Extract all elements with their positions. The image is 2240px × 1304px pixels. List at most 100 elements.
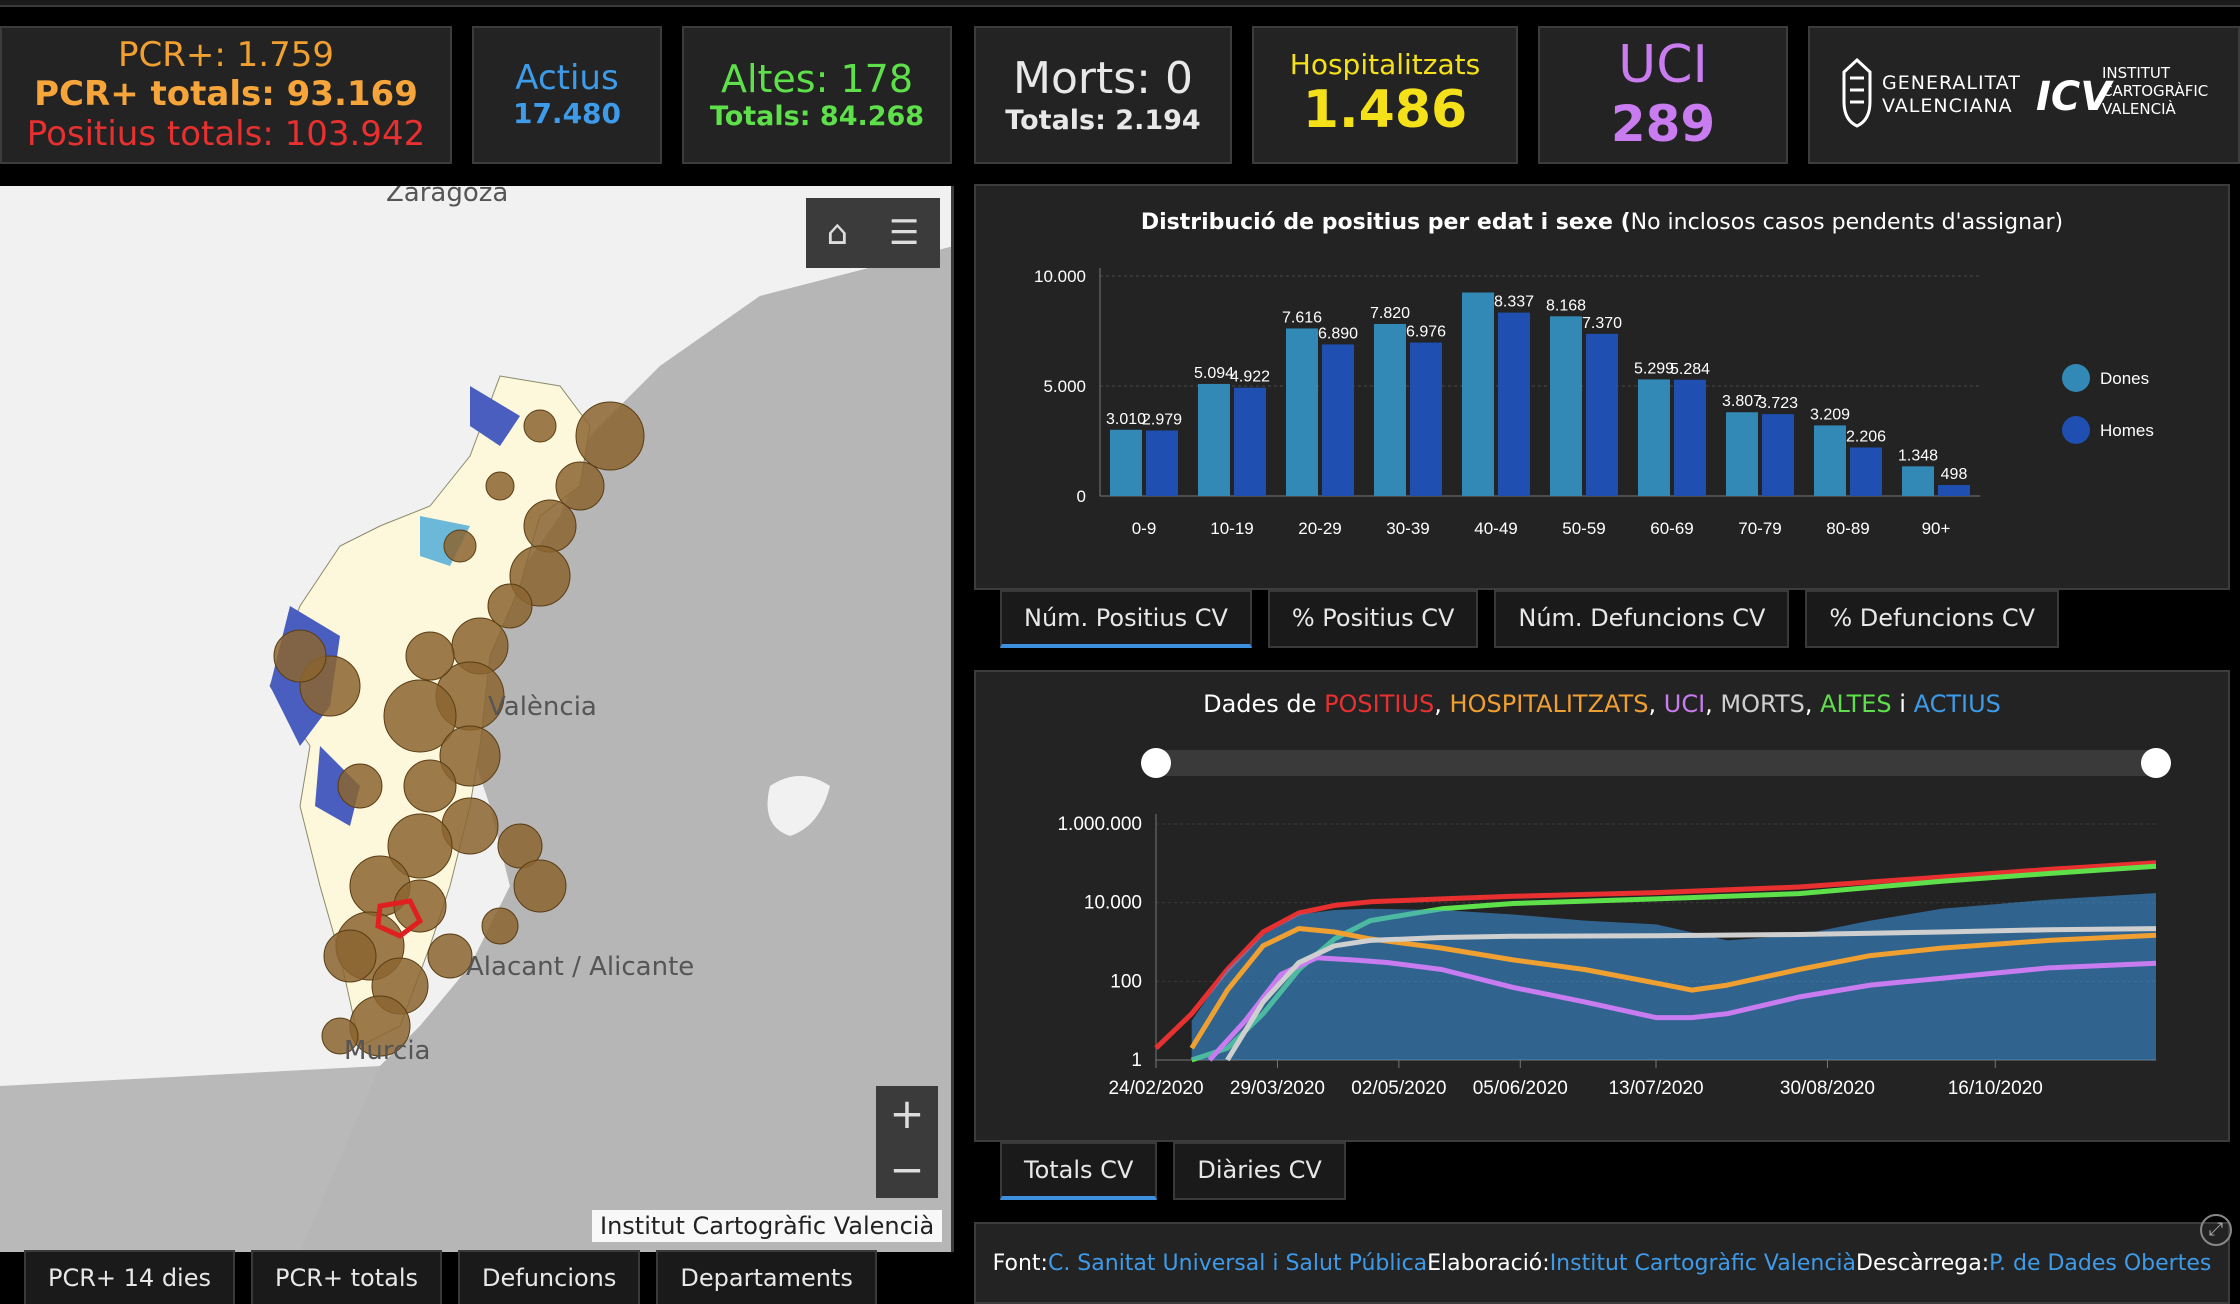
age-xtick: 70-79 xyxy=(1738,519,1781,538)
tab-totals-cv[interactable]: Totals CV xyxy=(1000,1142,1158,1200)
age-chart-card: Distribució de positius per edat i sexe … xyxy=(974,184,2230,590)
age-data-label: 2.979 xyxy=(1142,411,1182,428)
time-ytick: 10.000 xyxy=(1084,893,1142,914)
morts-totals: Totals: 2.194 xyxy=(1005,104,1201,136)
age-data-label: 7.616 xyxy=(1282,309,1322,326)
elaboration-link[interactable]: Institut Cartogràfic Valencià xyxy=(1549,1250,1857,1276)
top-border xyxy=(0,0,2240,7)
time-slider-handle-left xyxy=(1141,748,1171,778)
series-line-uci xyxy=(1207,955,2157,1062)
age-data-label: 3.807 xyxy=(1722,393,1762,410)
tab-pcr-14-dies[interactable]: PCR+ 14 dies xyxy=(24,1250,235,1304)
time-xtick: 02/05/2020 xyxy=(1351,1078,1446,1099)
uci-card: UCI 289 xyxy=(1538,26,1788,164)
age-xtick: 10-19 xyxy=(1210,519,1253,538)
morts-label: Morts: 0 xyxy=(1013,53,1193,105)
age-data-label: 3.209 xyxy=(1810,406,1850,423)
tab-num-positius[interactable]: Núm. Positius CV xyxy=(1000,590,1252,648)
age-data-label: 7.370 xyxy=(1582,315,1622,332)
map-label-alacant: Alacant / Alicante xyxy=(466,952,695,982)
time-xtick: 24/02/2020 xyxy=(1108,1078,1203,1099)
time-slider-handle-right xyxy=(2141,748,2171,778)
time-xtick: 30/08/2020 xyxy=(1780,1078,1875,1099)
age-bar-homes xyxy=(1322,344,1354,496)
icv-logo-mark: ICV xyxy=(2036,74,2112,120)
age-bar-homes xyxy=(1410,342,1442,496)
age-data-label: 6.890 xyxy=(1318,325,1358,342)
tab-num-defuncions[interactable]: Núm. Defuncions CV xyxy=(1494,590,1790,648)
age-ytick: 0 xyxy=(1077,487,1086,506)
age-xtick: 40-49 xyxy=(1474,519,1517,538)
map-label-valencia: València xyxy=(488,692,597,722)
age-data-label: 5.094 xyxy=(1194,365,1234,382)
map-view[interactable]: Zaragoza València Alacant / Alicante Mur… xyxy=(0,186,954,1252)
altes-label: Altes: 178 xyxy=(720,56,914,101)
tab-pct-defuncions[interactable]: % Defuncions CV xyxy=(1805,590,2059,648)
age-bar-homes xyxy=(1850,447,1882,496)
time-ytick: 1 xyxy=(1131,1050,1142,1071)
hosp-label: Hospitalitzats xyxy=(1289,48,1481,81)
age-bar-homes xyxy=(1674,379,1706,496)
time-xtick: 16/10/2020 xyxy=(1948,1078,2043,1099)
series-line-morts xyxy=(1225,926,2157,1062)
age-data-label: 6.976 xyxy=(1406,324,1446,341)
expand-icon[interactable]: ⤢ xyxy=(2200,1214,2232,1246)
gv-emblem-icon xyxy=(1842,58,1872,128)
tab-diaries-cv[interactable]: Diàries CV xyxy=(1173,1142,1346,1200)
zoom-out-button[interactable]: − xyxy=(889,1145,925,1194)
age-legend-marker xyxy=(2062,364,2090,392)
age-xtick: 20-29 xyxy=(1298,519,1341,538)
age-bar-homes xyxy=(1938,485,1970,496)
altes-card: Altes: 178 Totals: 84.268 xyxy=(682,26,952,164)
age-data-label: 5.284 xyxy=(1670,361,1710,378)
age-bar-homes xyxy=(1234,387,1266,496)
uci-label: UCI xyxy=(1618,35,1708,96)
map-canvas[interactable] xyxy=(0,186,954,1252)
icv-logo-text: INSTITUT CARTOGRÀFIC VALENCIÀ xyxy=(2102,64,2209,118)
age-chart-title: Distribució de positius per edat i sexe … xyxy=(1140,210,2064,235)
age-bar-dones xyxy=(1462,292,1494,496)
time-ytick: 100 xyxy=(1110,971,1142,992)
age-chart-tabs: Núm. Positius CV % Positius CV Núm. Defu… xyxy=(1000,590,2059,648)
tab-departaments[interactable]: Departaments xyxy=(656,1250,877,1304)
series-line-positius xyxy=(1154,860,2157,1050)
age-data-label: 7.820 xyxy=(1370,305,1410,322)
age-legend-label: Homes xyxy=(2100,421,2154,440)
tab-pct-positius[interactable]: % Positius CV xyxy=(1267,590,1479,648)
pcr-card: PCR+: 1.759 PCR+ totals: 93.169 Positius… xyxy=(0,26,452,164)
age-bar-homes xyxy=(1498,312,1530,496)
download-link[interactable]: P. de Dades Obertes xyxy=(1989,1250,2212,1276)
list-icon[interactable]: ☰ xyxy=(889,213,920,253)
time-xtick: 13/07/2020 xyxy=(1608,1078,1703,1099)
age-data-label: 8.337 xyxy=(1494,294,1534,311)
pcr-total: PCR+ totals: 93.169 xyxy=(34,74,418,115)
series-area-actius xyxy=(1191,893,2156,1060)
age-bar-dones xyxy=(1374,323,1406,496)
age-bar-dones xyxy=(1110,429,1142,496)
age-xtick: 60-69 xyxy=(1650,519,1693,538)
age-data-label: 3.723 xyxy=(1758,395,1798,412)
zoom-control: + − xyxy=(876,1086,938,1198)
home-icon[interactable]: ⌂ xyxy=(826,213,849,253)
time-range-slider xyxy=(1156,750,2156,776)
age-data-label: 3.010 xyxy=(1106,411,1146,428)
age-data-label: 1.348 xyxy=(1898,447,1938,464)
uci-value: 289 xyxy=(1610,95,1716,154)
zoom-in-button[interactable]: + xyxy=(889,1089,925,1138)
age-ytick: 5.000 xyxy=(1043,377,1086,396)
age-xtick: 50-59 xyxy=(1562,519,1605,538)
series-line-hospitalitzats xyxy=(1189,926,2157,1050)
time-chart-svg[interactable]: 1 100 10.000 1.000.000 24/02/2020 29/03/2020 0… xyxy=(976,732,2228,1132)
age-data-label: 498 xyxy=(1941,466,1968,483)
gv-logo-text: GENERALITAT VALENCIANA xyxy=(1882,72,2021,117)
map-label-murcia: Murcia xyxy=(344,1036,431,1066)
time-chart-tabs: Totals CV Diàries CV xyxy=(1000,1142,1346,1200)
age-data-label: 4.922 xyxy=(1230,369,1270,386)
tab-defuncions[interactable]: Defuncions xyxy=(458,1250,641,1304)
source-link[interactable]: C. Sanitat Universal i Salut Pública xyxy=(1047,1250,1428,1276)
age-xtick: 30-39 xyxy=(1386,519,1429,538)
hosp-card: Hospitalitzats 1.486 xyxy=(1252,26,1518,164)
age-xtick: 0-9 xyxy=(1132,519,1157,538)
tab-pcr-totals[interactable]: PCR+ totals xyxy=(250,1250,443,1304)
